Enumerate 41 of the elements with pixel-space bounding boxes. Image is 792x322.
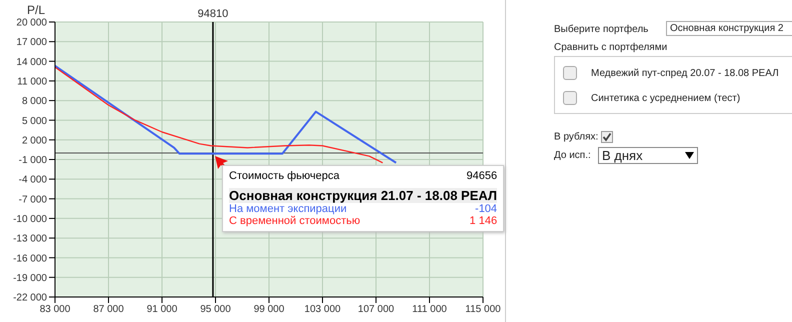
x-tick-label: 95 000	[200, 304, 232, 316]
y-tick-label: 5 000	[22, 116, 48, 127]
y-tick-label: 20 000	[16, 18, 48, 29]
y-tick-label: 8 000	[22, 96, 48, 108]
y-tick-label: -10 000	[13, 214, 48, 225]
text: Медвежий пут-спред 20.07 - 18.08 РЕАЛ	[591, 68, 779, 79]
y-tick-label: -1 000	[18, 155, 48, 166]
x-tick-label: 115 000	[465, 304, 502, 316]
annotation: -104	[475, 203, 498, 215]
text: С временной стоимостью	[229, 215, 360, 227]
y-tick-label: 2 000	[22, 135, 48, 146]
y-tick-label: -4 000	[18, 174, 48, 186]
x-tick-label: 87 000	[93, 304, 124, 316]
ref-line-label: 94810	[198, 8, 228, 20]
x-tick-label: 83 000	[40, 304, 71, 316]
y-tick-label: -16 000	[13, 253, 48, 264]
annotation: 94656	[466, 170, 498, 182]
text: Основная конструкция 2	[666, 21, 792, 36]
y-tick-label: 14 000	[16, 56, 48, 68]
x-tick-label: 91 000	[146, 304, 178, 316]
text: На момент экспирации	[229, 203, 347, 215]
y-tick-label: 11 000	[17, 76, 48, 88]
x-tick-label: 107 000	[358, 304, 395, 316]
annotation: Стоимость фьючерса	[229, 170, 340, 182]
x-tick-label: 99 000	[254, 304, 285, 316]
y-tick-label: -13 000	[13, 234, 48, 245]
x-tick-label: 103 000	[304, 304, 342, 316]
text: Выберите портфель	[554, 24, 648, 35]
text: Сравнить с портфелями	[554, 42, 668, 53]
y-tick-label: -19 000	[13, 272, 48, 284]
text: В днях	[602, 148, 643, 163]
text: В рублях:	[554, 131, 600, 143]
annotation: Основная конструкция 21.07 - 18.08 РЕАЛ	[229, 188, 498, 203]
y-tick-label: 17 000	[16, 37, 48, 48]
annotation: 1 146	[470, 215, 498, 227]
text: Синтетика с усреднением (тест)	[591, 92, 740, 104]
x-tick-label: 111 000	[412, 304, 448, 316]
y-tick-label: -7 000	[18, 194, 48, 206]
y-tick-label: -22 000	[13, 292, 48, 304]
y-axis-title: P/L	[27, 3, 46, 17]
text: До исп.:	[554, 150, 591, 161]
